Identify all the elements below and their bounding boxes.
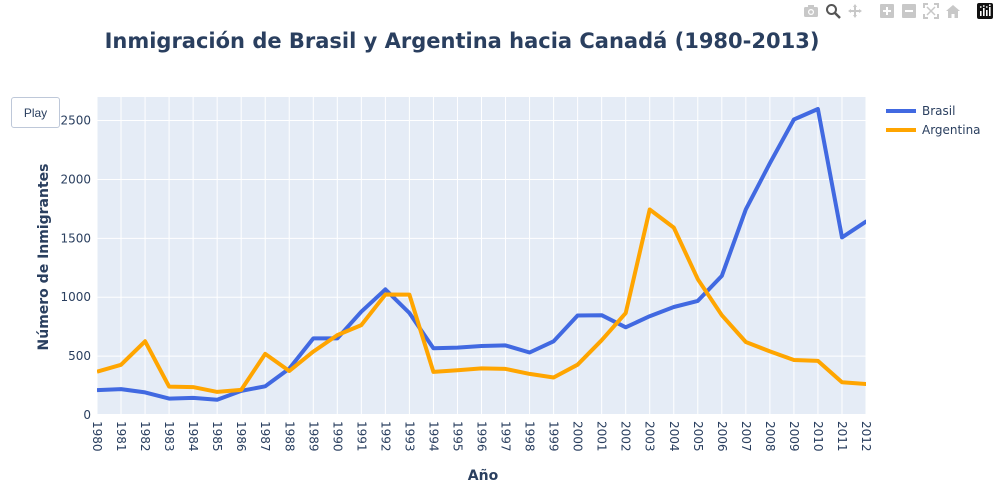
x-tick-label: 1992 — [378, 421, 392, 452]
x-tick-label: 1983 — [162, 421, 176, 452]
legend: Brasil Argentina — [886, 104, 981, 137]
pan-icon[interactable] — [846, 2, 864, 20]
plotly-logo-icon[interactable] — [976, 2, 994, 20]
x-tick-label: 1996 — [475, 421, 489, 452]
x-tick-label: 2010 — [811, 421, 825, 452]
autoscale-icon[interactable] — [922, 2, 940, 20]
x-tick-label: 1981 — [114, 421, 128, 452]
y-axis-label: Número de Inmigrantes — [36, 164, 52, 351]
y-tick-label: 2000 — [60, 172, 91, 186]
reset-axes-icon[interactable] — [944, 2, 962, 20]
zoom-icon[interactable] — [824, 2, 842, 20]
x-axis-label: Año — [468, 468, 499, 484]
x-tick-label: 2002 — [619, 421, 633, 452]
x-tick-label: 1997 — [499, 421, 513, 452]
x-tick-label: 1990 — [330, 421, 344, 452]
x-tick-label: 1988 — [282, 421, 296, 452]
x-tick-label: 1982 — [138, 421, 152, 452]
x-tick-label: 1987 — [258, 421, 272, 452]
chart-title: Inmigración de Brasil y Argentina hacia … — [105, 29, 820, 53]
x-tick-label: 1986 — [234, 421, 248, 452]
series-line-brasil[interactable] — [97, 107, 890, 402]
y-tick-label: 1000 — [60, 290, 91, 304]
series-line-argentina[interactable] — [97, 207, 890, 394]
y-tick-label: 500 — [68, 349, 91, 363]
zoom-out-icon[interactable] — [900, 2, 918, 20]
x-tick-label: 2011 — [835, 421, 849, 452]
zoom-in-icon[interactable] — [878, 2, 896, 20]
modebar — [802, 2, 994, 20]
x-tick-label: 1993 — [402, 421, 416, 452]
x-tick-label: 1994 — [426, 421, 440, 452]
x-tick-label: 1998 — [523, 421, 537, 452]
x-tick-label: 1989 — [306, 421, 320, 452]
gridlines — [96, 97, 867, 416]
x-axis-ticks: 1980 1981 1982 1983 1984 1985 1986 1987 1988 1989… — [90, 421, 873, 452]
x-tick-label: 1984 — [186, 421, 200, 452]
x-tick-label: 2001 — [595, 421, 609, 452]
legend-label[interactable]: Brasil — [922, 104, 955, 118]
x-tick-label: 2000 — [571, 421, 585, 452]
x-tick-label: 2005 — [691, 421, 705, 452]
y-tick-label: 0 — [83, 408, 91, 422]
y-tick-label: 1500 — [60, 231, 91, 245]
x-tick-label: 2006 — [715, 421, 729, 452]
play-button[interactable]: Play — [11, 97, 60, 128]
x-tick-label: 1985 — [210, 421, 224, 452]
x-tick-label: 2008 — [763, 421, 777, 452]
x-tick-label: 2004 — [667, 421, 681, 452]
y-tick-label: 2500 — [60, 114, 91, 128]
x-tick-label: 1995 — [450, 421, 464, 452]
series-lines — [97, 107, 890, 402]
x-tick-label: 2003 — [643, 421, 657, 452]
x-tick-label: 1980 — [90, 421, 104, 452]
x-tick-label: 2007 — [739, 421, 753, 452]
x-tick-label: 2012 — [859, 421, 873, 452]
camera-icon[interactable] — [802, 2, 820, 20]
y-axis-ticks: 0 500 1000 1500 2000 2500 — [60, 114, 91, 422]
legend-label[interactable]: Argentina — [922, 123, 981, 137]
x-tick-label: 2009 — [787, 421, 801, 452]
x-tick-label: 1991 — [354, 421, 368, 452]
x-tick-label: 1999 — [547, 421, 561, 452]
